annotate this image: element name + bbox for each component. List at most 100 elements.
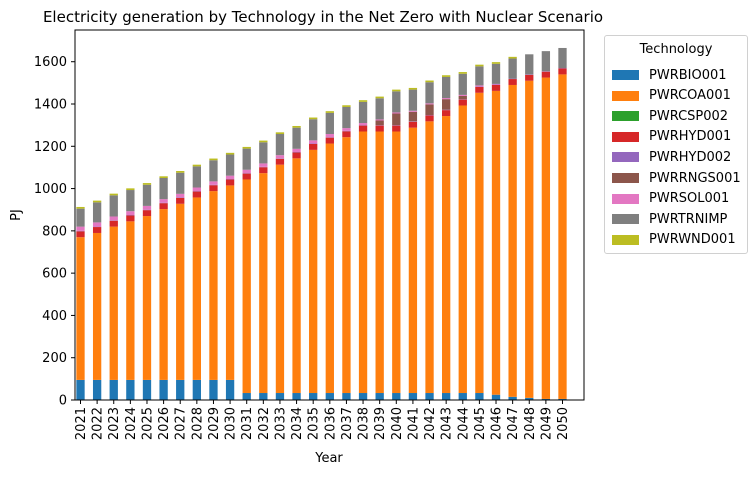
bar-pwrcoa001-2042 [425,121,433,393]
bar-pwrcoa001-2038 [359,131,367,393]
x-tick-label-2023: 2023 [107,407,122,440]
bar-pwrcoa001-2037 [342,137,350,393]
bar-pwrhyd001-2021 [76,231,84,237]
bar-pwrtrnimp-2021 [76,209,84,227]
bar-pwrbio001-2024 [126,380,134,400]
legend-item-pwrwnd001: PWRWND001 [612,232,736,248]
bar-pwrwnd001-2040 [392,90,400,92]
bar-pwrcoa001-2041 [409,128,417,393]
bar-pwrsol001-2042 [425,103,433,104]
legend-swatch [612,91,639,101]
bar-pwrtrnimp-2033 [276,134,284,155]
bar-pwrbio001-2045 [475,393,483,400]
bar-pwrwnd001-2035 [309,118,317,120]
bar-pwrbio001-2044 [459,393,467,400]
bar-pwrtrnimp-2050 [558,48,566,68]
chart-title: Electricity generation by Technology in … [43,8,603,26]
legend-label: PWRHYD002 [649,150,731,165]
bar-pwrwnd001-2033 [276,132,284,134]
bar-pwrhyd001-2033 [276,159,284,165]
bar-pwrtrnimp-2024 [126,190,134,211]
bar-pwrcoa001-2050 [558,74,566,399]
bar-pwrcoa001-2031 [243,179,251,393]
bar-pwrsol001-2029 [209,181,217,184]
bar-pwrcoa001-2043 [442,116,450,393]
legend-label: PWRTRNIMP [649,212,727,227]
bar-pwrtrnimp-2042 [425,82,433,103]
legend-item-pwrsol001: PWRSOL001 [612,191,729,207]
bar-pwrrngs001-2040 [392,114,400,126]
bar-pwrsol001-2035 [309,140,317,143]
bar-pwrwnd001-2039 [376,97,384,99]
bar-pwrwnd001-2022 [93,201,101,203]
bar-pwrwnd001-2036 [326,111,334,113]
bar-pwrwnd001-2045 [475,65,483,67]
bar-pwrtrnimp-2038 [359,102,367,123]
bar-pwrtrnimp-2041 [409,90,417,111]
bar-pwrwnd001-2042 [425,81,433,83]
legend-item-pwrhyd002: PWRHYD002 [612,149,731,165]
x-tick-label-2028: 2028 [190,407,205,440]
bar-pwrtrnimp-2022 [93,202,101,222]
legend-label: PWRHYD001 [649,129,731,144]
bar-pwrcoa001-2032 [259,173,267,393]
bar-pwrbio001-2035 [309,393,317,400]
legend-swatch [612,214,639,224]
bar-pwrsol001-2039 [376,119,384,120]
bar-pwrhyd001-2027 [176,198,184,204]
bar-pwrsol001-2038 [359,123,367,125]
bar-pwrcoa001-2044 [459,105,467,393]
bar-pwrbio001-2033 [276,393,284,400]
bar-pwrsol001-2025 [143,206,151,210]
legend-item-pwrcoa001: PWRCOA001 [612,88,731,104]
bar-pwrwnd001-2032 [259,141,267,143]
bar-pwrbio001-2027 [176,380,184,400]
legend-swatch [612,132,639,142]
bar-pwrsol001-2030 [226,176,234,179]
bar-pwrcoa001-2024 [126,221,134,380]
legend-label: PWRRNGS001 [649,171,741,186]
bar-pwrsol001-2046 [492,84,500,85]
x-tick-label-2026: 2026 [157,407,172,440]
bar-pwrcoa001-2022 [93,233,101,380]
bar-pwrtrnimp-2027 [176,173,184,194]
x-tick-label-2037: 2037 [340,407,355,440]
legend-item-pwrhyd001: PWRHYD001 [612,129,731,145]
bar-pwrhyd001-2042 [425,115,433,121]
bar-pwrwnd001-2027 [176,171,184,173]
bar-pwrtrnimp-2025 [143,185,151,206]
y-tick-label-200: 200 [42,351,67,366]
bar-pwrbio001-2038 [359,393,367,400]
bar-pwrsol001-2040 [392,112,400,113]
bar-pwrhyd001-2047 [508,79,516,85]
bar-pwrhyd001-2022 [93,227,101,233]
bar-pwrtrnimp-2047 [508,59,516,79]
bar-pwrcoa001-2029 [209,191,217,380]
bar-pwrhyd001-2025 [143,210,151,216]
bar-pwrbio001-2042 [425,393,433,400]
bar-pwrtrnimp-2044 [459,74,467,95]
bar-pwrhyd001-2038 [359,126,367,132]
bar-pwrrngs001-2039 [376,120,384,125]
legend-swatch [612,152,639,162]
bar-pwrhyd001-2044 [459,100,467,106]
bar-pwrcoa001-2049 [542,78,550,399]
bar-pwrrngs001-2041 [409,112,417,122]
y-tick-label-600: 600 [42,267,67,282]
bar-pwrwnd001-2031 [243,147,251,149]
bar-pwrwnd001-2038 [359,100,367,102]
bar-pwrbio001-2028 [193,380,201,400]
bar-pwrbio001-2046 [492,395,500,400]
bar-pwrhyd001-2028 [193,192,201,198]
bar-pwrsol001-2034 [292,149,300,152]
bar-pwrwnd001-2043 [442,75,450,77]
bar-pwrsol001-2026 [159,199,167,203]
bar-pwrcoa001-2045 [475,93,483,393]
bar-pwrcoa001-2046 [492,91,500,395]
bar-pwrwnd001-2023 [110,194,118,196]
bar-pwrwnd001-2034 [292,126,300,128]
bar-pwrcoa001-2027 [176,204,184,380]
bar-pwrhyd001-2024 [126,215,134,221]
